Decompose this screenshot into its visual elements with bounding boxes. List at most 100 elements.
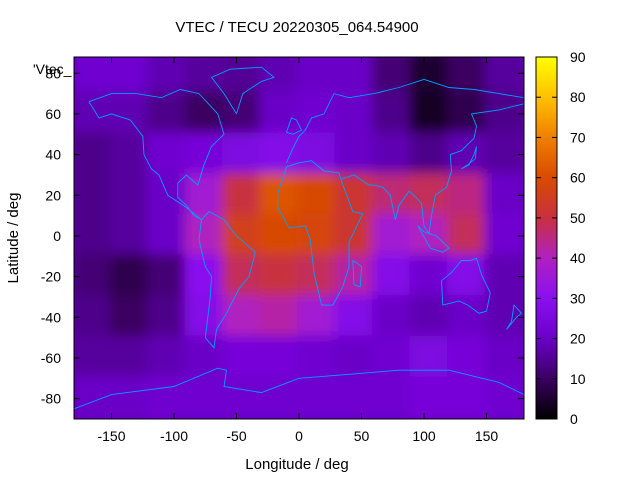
coastline-path — [461, 146, 477, 170]
heatmap-cell — [447, 254, 489, 299]
heatmap-cell — [74, 132, 114, 177]
heatmap-cell — [484, 57, 524, 96]
heatmap-cell — [372, 213, 414, 259]
chart-title: VTEC / TECU 20220305_064.54900 — [175, 19, 418, 36]
heatmap-cell — [372, 294, 414, 340]
heatmap-cell — [259, 57, 301, 96]
heatmap-cell — [222, 132, 264, 177]
heatmap-cell — [447, 294, 489, 340]
coastline-path — [341, 103, 524, 236]
y-tick-label: 0 — [53, 228, 61, 244]
y-tick-label: -80 — [41, 391, 61, 407]
heatmap-cell — [74, 91, 114, 137]
heatmap-cell — [259, 213, 301, 259]
heatmap-cells — [74, 57, 524, 419]
heatmap-cell — [184, 376, 226, 419]
heatmap-cell — [484, 294, 524, 340]
heatmap-cell — [222, 335, 264, 381]
heatmap-cell — [297, 132, 339, 177]
heatmap-cell — [334, 254, 376, 299]
heatmap-cell — [109, 254, 151, 299]
colorbar-tick-label: 40 — [570, 250, 586, 266]
y-tick-label: 40 — [45, 147, 61, 163]
heatmap-cell — [74, 376, 114, 419]
heatmap-cell — [74, 254, 114, 299]
x-tick-label: 100 — [412, 428, 436, 444]
coastline-path — [506, 304, 523, 330]
heatmap-cell — [184, 57, 226, 96]
heatmap-cell — [259, 91, 301, 137]
heatmap-cell — [184, 172, 226, 218]
heatmap-cell — [147, 294, 189, 340]
heatmap-cell — [222, 213, 264, 259]
heatmap-cell — [259, 376, 301, 419]
heatmap-cell — [372, 172, 414, 218]
heatmap-cell — [334, 376, 376, 419]
heatmap-cell — [222, 294, 264, 340]
y-axis-ticks: -80 -60 -40 -20 0 20 40 60 80 — [41, 65, 524, 407]
heatmap-cell — [297, 57, 339, 96]
y-tick-label: 80 — [45, 65, 61, 81]
heatmap-cell — [484, 213, 524, 259]
heatmap-cell — [109, 335, 151, 381]
legend-label: 'Vtec_ — [33, 61, 72, 77]
heatmap-cell — [222, 254, 264, 299]
heatmap-cell — [334, 213, 376, 259]
coastline-path — [88, 89, 225, 221]
heatmap-cell — [484, 172, 524, 218]
heatmap-cell — [484, 376, 524, 419]
heatmap-cell — [184, 335, 226, 381]
heatmap-cell-group — [74, 57, 524, 419]
heatmap-cell — [184, 294, 226, 340]
heatmap-cell — [409, 91, 451, 137]
heatmap-cell — [109, 376, 151, 419]
x-tick-label: 50 — [354, 428, 370, 444]
heatmap-cell — [297, 294, 339, 340]
heatmap-cell — [74, 335, 114, 381]
heatmap-cell — [484, 254, 524, 299]
heatmap-cell — [484, 91, 524, 137]
x-tick-label: 0 — [295, 428, 303, 444]
heatmap-cell — [147, 91, 189, 137]
heatmap-cell — [409, 213, 451, 259]
heatmap-cell — [334, 91, 376, 137]
y-tick-label: -20 — [41, 269, 61, 285]
heatmap-cell — [109, 91, 151, 137]
heatmap-cell — [409, 57, 451, 96]
heatmap-cell — [147, 57, 189, 96]
heatmap-cell — [372, 376, 414, 419]
heatmap-cell — [109, 132, 151, 177]
heatmap-cell — [74, 294, 114, 340]
colorbar-tick-label: 10 — [570, 371, 586, 387]
heatmap-cell — [109, 57, 151, 96]
heatmap-cell — [409, 294, 451, 340]
colorbar-tick-label: 50 — [570, 210, 586, 226]
heatmap-cell — [409, 172, 451, 218]
heatmap-cell — [334, 294, 376, 340]
heatmap-cell — [409, 376, 451, 419]
colorbar-tick-label: 60 — [570, 170, 586, 186]
heatmap-cell — [147, 132, 189, 177]
heatmap-cell — [297, 254, 339, 299]
heatmap-cell — [334, 57, 376, 96]
heatmap-cell — [109, 294, 151, 340]
heatmap-cell — [409, 132, 451, 177]
colorbar-tick-label: 30 — [570, 290, 586, 306]
coastline-path — [277, 160, 364, 306]
heatmap-cell — [184, 91, 226, 137]
heatmap-cell — [222, 376, 264, 419]
coastline-path — [417, 225, 450, 253]
colorbar-ticks: 0 10 20 30 40 50 60 70 80 90 — [536, 49, 586, 427]
heatmap-cell — [259, 335, 301, 381]
heatmap-cell — [484, 132, 524, 177]
heatmap-cell — [259, 132, 301, 177]
y-tick-label: 20 — [45, 187, 61, 203]
heatmap-cell — [447, 335, 489, 381]
heatmap-cell — [372, 254, 414, 299]
heatmap-cell — [447, 172, 489, 218]
heatmap-cell — [109, 213, 151, 259]
colorbar-tick-label: 20 — [570, 331, 586, 347]
colorbar-tick-label: 70 — [570, 129, 586, 145]
heatmap-cell — [409, 335, 451, 381]
y-axis-label: Latitude / deg — [5, 193, 22, 284]
